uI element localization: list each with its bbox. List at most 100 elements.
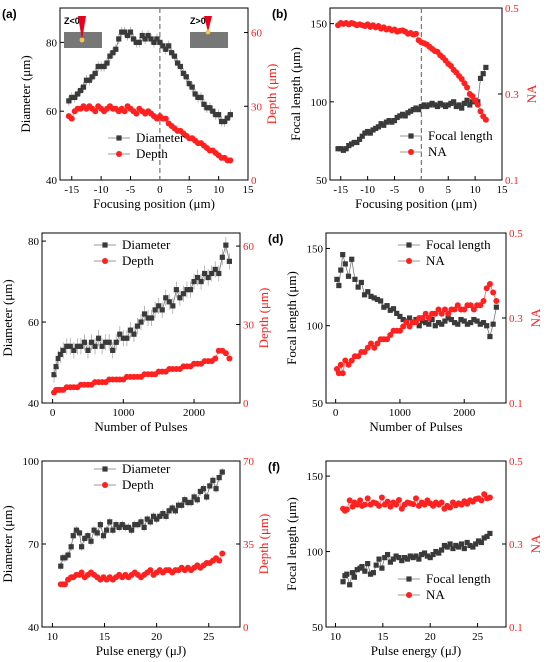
chart-panel-1: (b) -15 -10 -5 0 5 10 15 50 100 150 0.1 0.3 0.5 Focusi…: [272, 3, 539, 211]
data-point: [132, 522, 138, 528]
data-point: [456, 102, 462, 108]
data-point: [83, 77, 90, 83]
data-point: [169, 50, 175, 56]
y2-tick-label: 0.5: [505, 3, 519, 15]
data-point: [373, 562, 379, 568]
data-point: [438, 310, 445, 317]
data-point: [201, 101, 207, 107]
data-point: [413, 495, 419, 502]
data-point: [487, 333, 493, 340]
x-tick-label: -10: [94, 184, 109, 196]
data-point: [120, 335, 126, 341]
data-point: [104, 60, 110, 66]
data-point: [95, 63, 101, 70]
data-point: [374, 296, 381, 303]
data-point: [51, 372, 57, 378]
data-point: [438, 499, 445, 506]
data-point: [340, 252, 346, 258]
data-point: [357, 497, 364, 504]
data-point: [210, 108, 216, 114]
y2-tick-label: 35: [243, 539, 255, 551]
data-point: [177, 63, 184, 70]
data-point: [382, 554, 388, 561]
data-point: [91, 527, 97, 533]
data-point: [450, 545, 456, 552]
laser-beam-icon: [204, 16, 212, 32]
data-point: [384, 551, 391, 558]
inset-schematic: Z<0: [64, 16, 102, 48]
data-point: [384, 336, 391, 343]
data-point: [370, 570, 376, 576]
series-focal-length: [335, 64, 489, 153]
y-axis-label: Focal length (μm): [288, 47, 303, 141]
data-point: [89, 74, 95, 80]
data-point: [490, 289, 497, 296]
data-point: [197, 488, 203, 495]
series-focal-length: [340, 530, 493, 588]
data-point: [122, 524, 128, 530]
data-point: [456, 544, 462, 550]
data-point: [470, 306, 477, 313]
data-point: [194, 274, 201, 281]
data-point: [198, 94, 204, 101]
data-point: [464, 321, 471, 327]
data-point: [73, 527, 79, 533]
y2-axis-label: Depth (μm): [256, 288, 271, 349]
data-point: [86, 77, 92, 83]
data-point: [135, 522, 141, 528]
data-point: [394, 114, 400, 121]
y2-tick-label: 0.5: [509, 228, 523, 240]
x-axis-label: Pulse energy (μJ): [371, 643, 462, 658]
panel-label: (a): [2, 7, 17, 21]
data-point: [379, 565, 385, 571]
data-point: [390, 306, 397, 312]
data-point: [374, 340, 381, 347]
data-point: [387, 559, 394, 565]
data-point: [85, 533, 91, 539]
data-point: [174, 60, 181, 66]
data-point: [149, 315, 155, 321]
data-point: [410, 501, 417, 508]
data-point: [348, 141, 355, 147]
data-point: [226, 258, 232, 264]
data-point: [387, 307, 393, 313]
y-tick-label: 50: [312, 398, 324, 410]
data-point: [340, 579, 346, 585]
data-point: [157, 39, 163, 45]
legend-label: Focal length: [428, 128, 493, 143]
data-point: [147, 519, 153, 525]
data-point: [205, 274, 211, 281]
data-point: [71, 347, 77, 353]
data-point: [106, 339, 112, 345]
data-point: [116, 524, 122, 530]
data-point: [483, 64, 489, 71]
data-point: [376, 502, 383, 509]
legend-label: Focal length: [426, 571, 491, 586]
inset-schematic: Z>0: [190, 16, 228, 48]
data-point: [474, 318, 480, 324]
data-point: [389, 119, 395, 125]
series-diameter: [51, 237, 232, 383]
data-point: [175, 502, 182, 508]
data-point: [191, 494, 197, 500]
y2-tick-label: 0: [251, 175, 257, 187]
data-point: [191, 278, 197, 285]
y-tick-label: 40: [28, 622, 40, 634]
data-point: [438, 547, 445, 553]
x-tick-label: 10: [47, 631, 59, 643]
x-axis-label: Number of Pulses: [369, 419, 462, 434]
data-point: [429, 100, 435, 106]
data-point: [469, 99, 476, 105]
data-point: [100, 533, 107, 539]
data-point: [67, 343, 73, 349]
data-point: [195, 94, 201, 101]
data-point: [432, 102, 438, 108]
data-point: [349, 570, 356, 576]
data-point: [119, 522, 125, 528]
data-point: [429, 316, 435, 323]
data-point: [473, 541, 479, 547]
data-point: [166, 299, 172, 305]
legend-label: Diameter: [122, 461, 171, 476]
